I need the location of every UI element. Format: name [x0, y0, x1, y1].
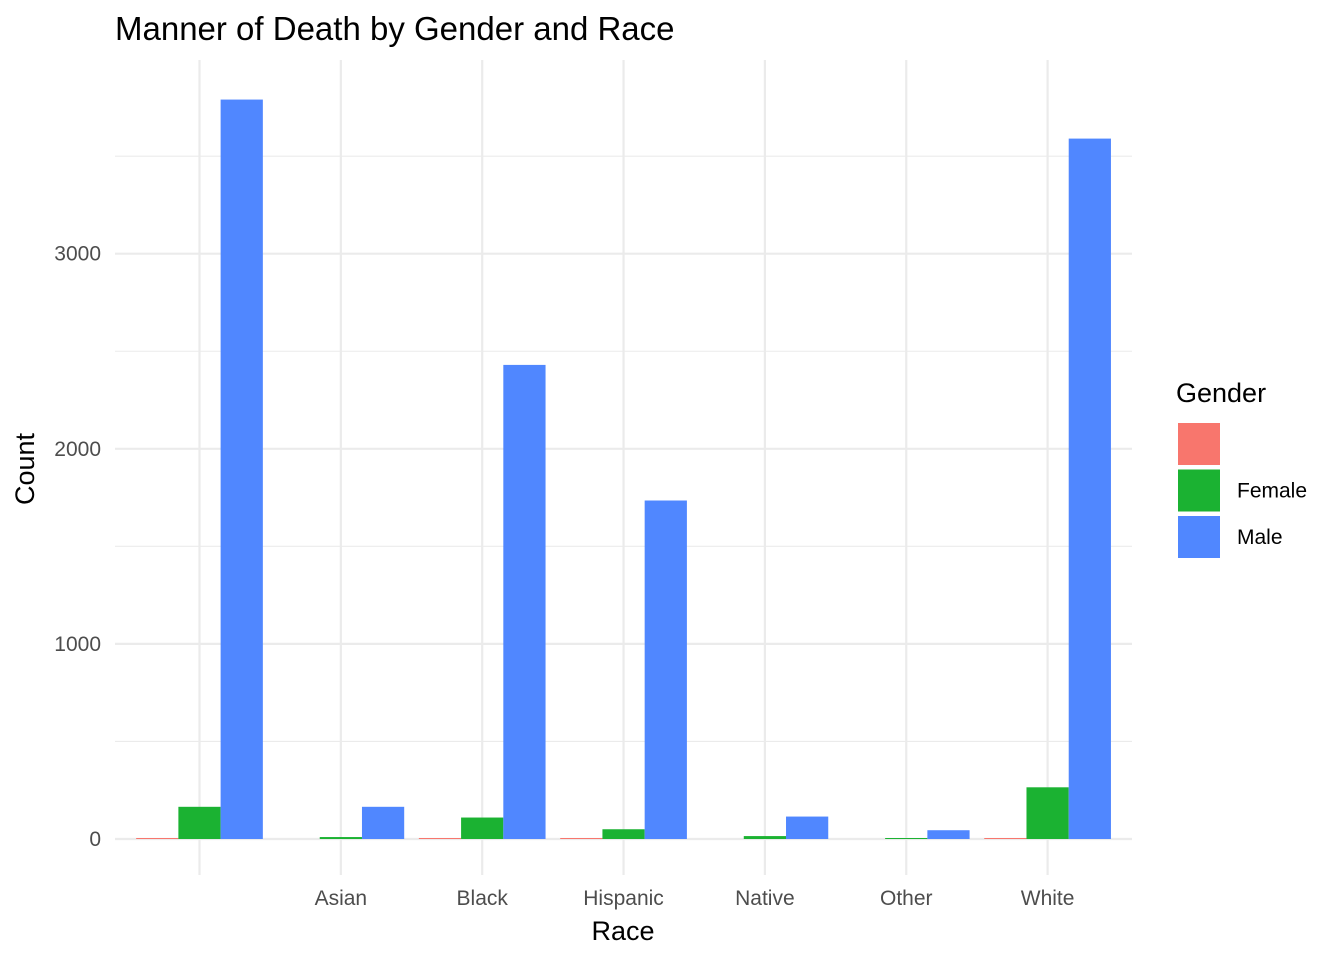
legend-title: Gender [1176, 378, 1266, 408]
bar [178, 806, 221, 839]
legend-label: Male [1237, 526, 1283, 549]
bar [885, 838, 928, 839]
bar [361, 806, 405, 839]
chart-title: Manner of Death by Gender and Race [115, 10, 675, 47]
x-axis-title: Race [591, 916, 654, 946]
x-tick-label: Hispanic [583, 887, 664, 910]
bar [786, 816, 829, 839]
y-tick-label: 2000 [54, 438, 101, 461]
y-axis-title: Count [10, 432, 40, 505]
legend-label: Female [1237, 480, 1307, 503]
bar [984, 838, 1027, 839]
bar [503, 364, 546, 839]
bars [136, 99, 1111, 840]
x-tick-label: Native [735, 887, 795, 910]
legend: Gender Female Male [1176, 378, 1307, 558]
y-tick-label: 3000 [54, 243, 101, 266]
x-tick-label: Other [880, 887, 933, 910]
bar [602, 829, 645, 839]
y-tick-label: 0 [89, 828, 101, 851]
bar [644, 500, 687, 839]
bar [136, 838, 179, 839]
grid [115, 60, 1132, 875]
bar [1068, 138, 1111, 839]
bar [743, 836, 787, 839]
legend-items: Female Male [1178, 423, 1307, 558]
legend-key [1178, 423, 1220, 465]
bar [319, 837, 362, 839]
bar [927, 830, 970, 839]
x-axis-ticks: Asian Black Hispanic Native Other White [315, 887, 1075, 910]
bar [1026, 787, 1069, 839]
x-tick-label: Black [457, 887, 509, 910]
y-tick-label: 1000 [54, 633, 101, 656]
x-tick-label: Asian [315, 887, 368, 910]
bar [560, 838, 603, 839]
bar [418, 838, 462, 839]
legend-key [1178, 516, 1220, 558]
bar [461, 817, 504, 839]
x-tick-label: White [1021, 887, 1075, 910]
legend-key [1178, 469, 1220, 512]
y-axis-ticks: 0 1000 2000 3000 [54, 243, 101, 851]
bar [220, 99, 263, 840]
